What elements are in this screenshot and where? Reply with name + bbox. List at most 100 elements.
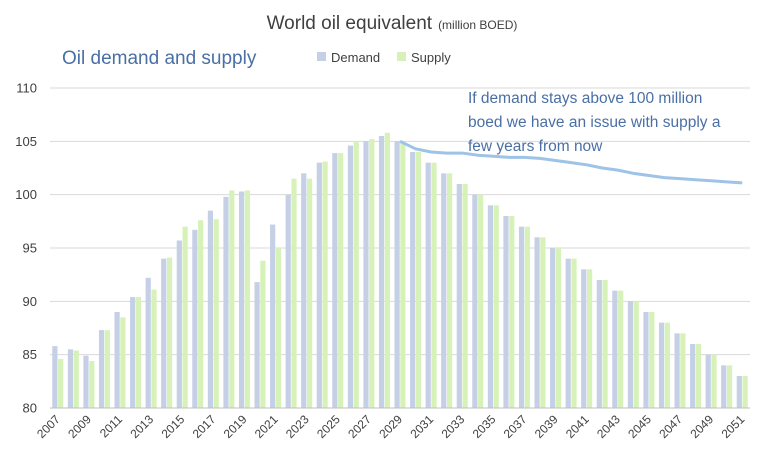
bar-supply-2051 (742, 376, 748, 408)
bar-supply-2037 (524, 226, 530, 408)
bar-supply-2018 (229, 190, 235, 408)
bar-demand-2018 (223, 196, 229, 408)
bar-supply-2013 (151, 289, 157, 408)
legend-swatch-demand (317, 52, 326, 61)
bar-demand-2047 (674, 333, 680, 408)
bar-supply-2015 (182, 226, 188, 408)
bar-supply-2047 (680, 333, 686, 408)
bar-demand-2024 (316, 162, 322, 408)
bar-demand-2007 (52, 346, 58, 408)
bar-demand-2020 (254, 282, 260, 408)
y-tick-label: 110 (16, 81, 37, 96)
bar-supply-2011 (120, 317, 126, 408)
x-tick-label: 2017 (190, 412, 219, 441)
bar-demand-2015 (176, 240, 182, 408)
x-tick-label: 2021 (252, 412, 281, 441)
bar-supply-2032 (446, 173, 453, 408)
bar-supply-2044 (633, 301, 639, 408)
x-tick-label: 2023 (283, 412, 312, 441)
bar-demand-2032 (441, 173, 447, 408)
bar-supply-2039 (555, 248, 562, 408)
annotation: If demand stays above 100 million boed w… (468, 90, 721, 155)
bar-supply-2050 (726, 365, 733, 408)
y-tick-label: 80 (23, 401, 37, 416)
bar-supply-2017 (213, 219, 219, 408)
x-tick-label: 2019 (221, 412, 250, 441)
bar-supply-2031 (431, 162, 437, 408)
bar-demand-2036 (503, 216, 509, 408)
bar-demand-2022 (285, 194, 291, 408)
bar-supply-2007 (58, 358, 64, 408)
bar-demand-2045 (643, 312, 649, 408)
bar-demand-2012 (130, 297, 136, 408)
x-tick-label: 2041 (563, 412, 592, 441)
bar-supply-2048 (695, 344, 702, 408)
bar-demand-2013 (145, 277, 151, 408)
bar-demand-2043 (612, 290, 618, 408)
x-tick-label: 2031 (407, 412, 436, 441)
bar-supply-2021 (275, 248, 282, 408)
bar-demand-2014 (161, 258, 167, 408)
y-tick-label: 105 (15, 134, 37, 149)
chart-subtitle: Oil demand and supply (62, 48, 257, 69)
bar-demand-2044 (627, 301, 634, 408)
bar-demand-2023 (301, 173, 307, 408)
bar-demand-2009 (83, 355, 89, 408)
bar-demand-2042 (596, 280, 602, 408)
x-tick-label: 2045 (625, 412, 654, 441)
bar-supply-2027 (369, 139, 375, 408)
x-tick-label: 2009 (65, 412, 94, 441)
bar-supply-2036 (509, 216, 515, 408)
bar-supply-2029 (400, 141, 406, 408)
bar-supply-2012 (135, 297, 142, 408)
bar-demand-2011 (114, 312, 120, 408)
x-tick-label: 2029 (376, 412, 405, 441)
x-tick-label: 2039 (532, 412, 561, 441)
bar-supply-2042 (602, 280, 608, 408)
bar-demand-2038 (534, 237, 540, 408)
bar-demand-2010 (98, 330, 105, 408)
bar-supply-2030 (415, 152, 422, 408)
bar-supply-2026 (353, 141, 359, 408)
bar-supply-2034 (478, 194, 484, 408)
bar-supply-2024 (322, 161, 328, 408)
x-tick-label: 2007 (34, 412, 63, 441)
bar-demand-2021 (270, 224, 276, 408)
bar-demand-2046 (658, 322, 665, 408)
x-tick-label: 2027 (345, 412, 374, 441)
bar-supply-2016 (198, 220, 204, 408)
legend-label-supply: Supply (411, 50, 451, 65)
bar-supply-2028 (384, 132, 390, 409)
x-tick-label: 2037 (501, 412, 530, 441)
annotation-line-3: few years from now (468, 138, 603, 155)
bar-demand-2037 (518, 226, 525, 408)
bar-demand-2008 (67, 349, 74, 408)
bar-demand-2039 (550, 248, 556, 408)
bar-demand-2028 (378, 136, 385, 408)
bar-demand-2049 (705, 354, 711, 408)
x-tick-label: 2043 (594, 412, 623, 441)
bar-demand-2034 (472, 194, 478, 408)
x-tick-label: 2051 (719, 412, 748, 441)
bar-supply-2033 (462, 184, 468, 408)
trend-line (399, 139, 743, 185)
x-axis-ticks: 2007 2009 2011 2013 2015 2017 2019 2021 2023 2025… (34, 412, 747, 441)
y-tick-label: 100 (15, 187, 37, 202)
legend: Demand Supply (317, 50, 451, 65)
bar-demand-2040 (565, 258, 571, 408)
bar-demand-2033 (456, 184, 462, 408)
bar-demand-2048 (690, 344, 696, 408)
bar-supply-2008 (73, 350, 79, 408)
bar-demand-2041 (581, 269, 587, 408)
x-tick-label: 2035 (470, 412, 499, 441)
bar-demand-2050 (721, 365, 727, 408)
bar-supply-2045 (649, 312, 655, 408)
bar-demand-2016 (192, 229, 198, 408)
chart-title: World oil equivalent (million BOED) (267, 13, 518, 34)
bar-demand-2035 (487, 205, 494, 408)
bar-supply-2009 (89, 361, 95, 408)
bars (52, 132, 748, 409)
bar-supply-2022 (291, 178, 297, 408)
x-tick-label: 2047 (656, 412, 685, 441)
